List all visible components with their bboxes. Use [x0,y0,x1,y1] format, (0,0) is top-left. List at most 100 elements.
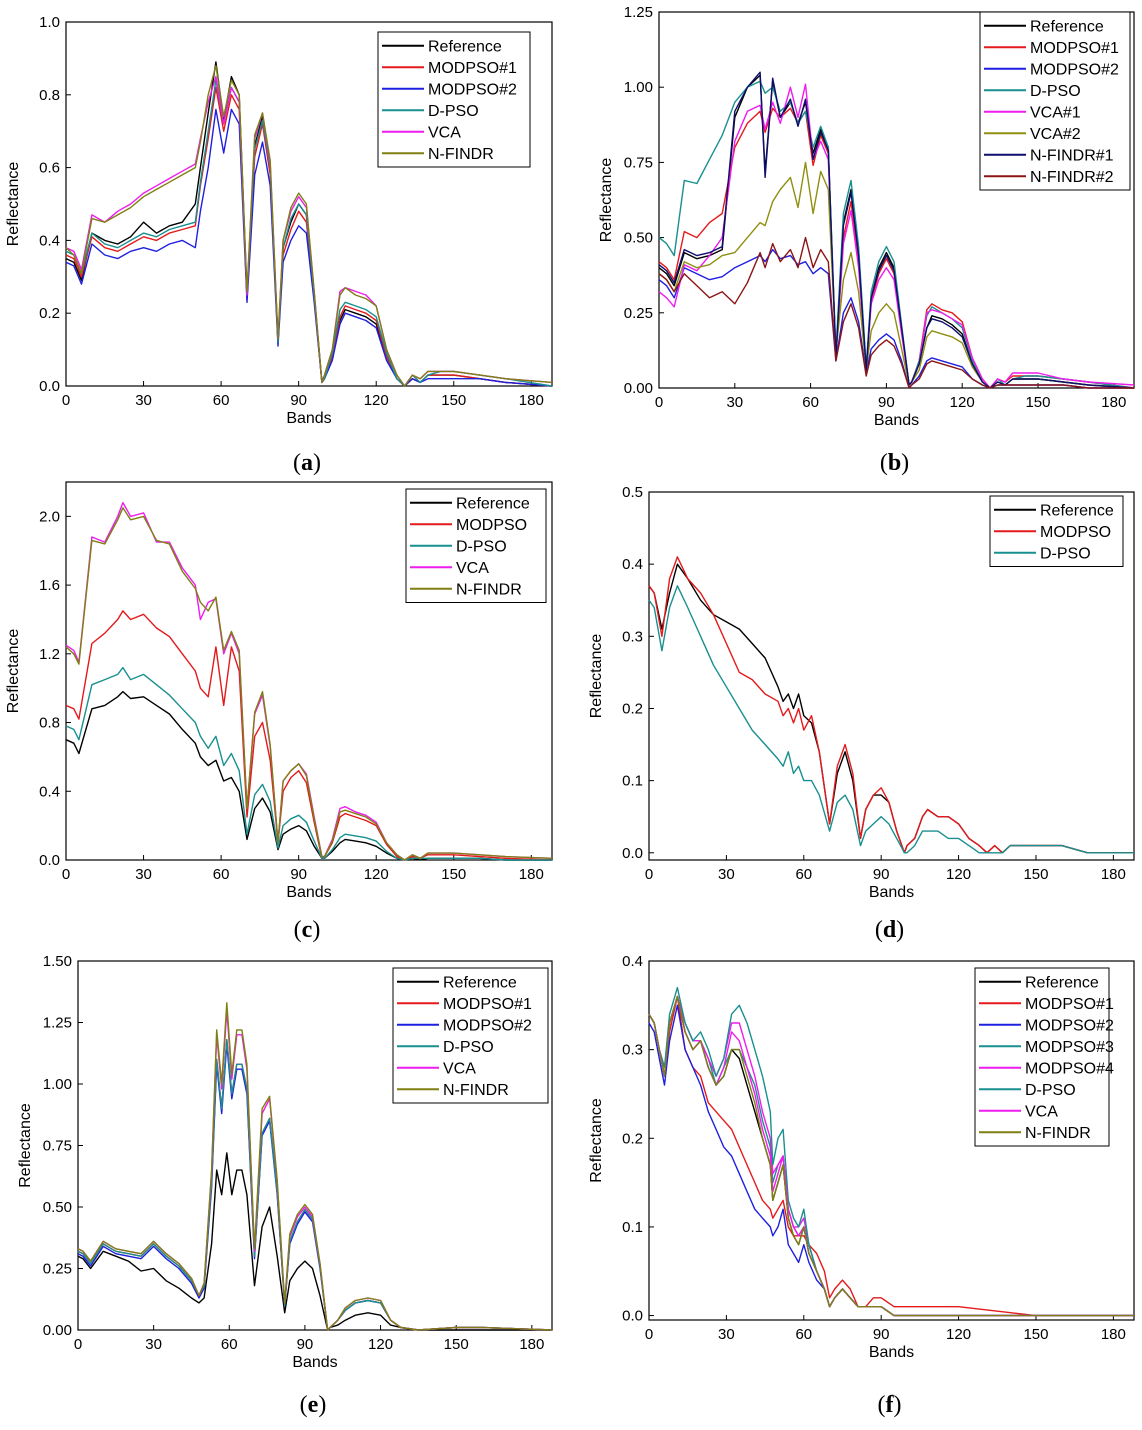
x-tick-label: 180 [519,866,544,883]
legend-label: D-PSO [456,538,507,555]
y-tick-label: 1.25 [43,1015,72,1032]
panel-letter: c [302,917,313,943]
y-axis-label: Reflectance [5,162,22,247]
plot-frame [658,11,1135,389]
y-tick-label: 0.0 [39,378,60,395]
legend: Reference MODPSO#1 MODPSO#2 D-PSO VCA N-FINDR [377,31,531,168]
x-tick-label: 120 [364,392,389,409]
legend-label: Reference [428,38,502,55]
legend-label: VCA [443,1060,476,1077]
x-tick-label: 60 [213,866,230,883]
plot-frame [65,481,553,861]
x-tick-label: 150 [441,866,466,883]
x-tick-label: 90 [290,866,307,883]
legend-label: MODPSO#1 [1025,996,1114,1013]
series-line-reference [65,690,552,861]
series-line-reference [77,1152,552,1331]
legend-label: N-FINDR [1025,1125,1091,1142]
x-tick-label: 150 [441,392,466,409]
y-tick-label: 0.3 [622,628,643,645]
x-tick-label: 30 [726,394,743,411]
x-tick-label: 180 [1101,866,1126,883]
legend-label: VCA [428,124,461,141]
x-tick-label: 60 [221,1336,238,1353]
legend-label: MODPSO [1040,524,1111,541]
panel-caption: (f) [878,1392,902,1418]
legend: Reference MODPSO D-PSO VCA N-FINDR [405,488,547,603]
y-tick-label: 0.4 [622,953,643,970]
legend-label: N-FINDR [428,146,494,163]
y-tick-label: 0.25 [43,1261,72,1278]
x-tick-label: 90 [873,866,890,883]
y-axis-label: Reflectance [598,158,615,243]
legend-label: MODPSO#2 [428,81,517,98]
x-tick-label: 120 [364,866,389,883]
x-tick-label: 150 [444,1336,469,1353]
series-line-n-findr-2 [658,236,1134,389]
x-tick-label: 60 [795,1326,812,1343]
legend-box [974,967,1110,1147]
chart-panel-b: 0 30 60 90 120 150 180 0.00 0.25 0.50 0.75 1.00 1.25… [598,4,1135,476]
x-tick-label: 0 [74,1336,82,1353]
legend-label: Reference [1025,974,1099,991]
y-tick-label: 1.6 [39,577,60,594]
y-tick-label: 0.5 [622,484,643,501]
chart-panel-d: 0 30 60 90 120 150 180 0.0 0.1 0.2 0.3 0.4 0.5 Bands R… [588,484,1135,943]
legend-label: D-PSO [1040,545,1091,562]
legend-box [979,11,1131,191]
panel-caption: (c) [294,917,321,943]
legend-label: Reference [443,974,517,991]
x-tick-label: 0 [62,392,70,409]
x-tick-label: 150 [1025,394,1050,411]
x-tick-label: 90 [297,1336,314,1353]
y-axis-label: Reflectance [17,1103,34,1188]
y-tick-label: 0.75 [624,154,653,171]
panel-letter: b [888,450,901,476]
legend: Reference MODPSO#1 MODPSO#2 D-PSO VCA N-FINDR [392,967,549,1104]
y-tick-label: 0.4 [622,556,643,573]
y-tick-label: 0.25 [624,305,653,322]
panel-caption: (a) [293,450,321,476]
legend-box [392,967,549,1104]
legend-label: Reference [1030,18,1104,35]
x-axis-label: Bands [286,410,331,427]
y-tick-label: 0.8 [39,715,60,732]
x-tick-label: 0 [62,866,70,883]
y-tick-label: 0.0 [622,845,643,862]
y-tick-label: 0.4 [39,783,60,800]
plot-frame [648,491,1135,861]
x-tick-label: 90 [878,394,895,411]
y-tick-label: 1.2 [39,646,60,663]
series-line-n-findr [65,507,553,861]
x-tick-label: 60 [802,394,819,411]
x-tick-label: 180 [1101,394,1126,411]
y-tick-label: 0.2 [39,305,60,322]
legend-label: MODPSO [456,517,527,534]
x-tick-label: 60 [213,392,230,409]
y-axis-label: Reflectance [588,1098,605,1183]
series-line-n-findr [77,1002,553,1331]
y-axis-label: Reflectance [5,629,22,714]
chart-panel-c: 0 30 60 90 120 150 180 0.0 0.4 0.8 1.2 1.6 2.0 Bands R… [5,481,553,943]
y-tick-label: 0.3 [622,1042,643,1059]
panel-caption: (d) [875,917,904,943]
series-line-n-findr [648,995,1134,1317]
x-tick-label: 180 [1101,1326,1126,1343]
y-tick-label: 0.6 [39,160,60,177]
legend: Reference MODPSO#1 MODPSO#2 D-PSO VCA#1 VCA#2… [979,11,1131,191]
x-axis-label: Bands [292,1354,337,1371]
legend-label: Reference [1040,502,1114,519]
x-tick-label: 90 [290,392,307,409]
x-tick-label: 0 [655,394,663,411]
series-line-d-pso [648,585,1134,854]
y-tick-label: 0.0 [39,852,60,869]
legend-label: N-FINDR#2 [1030,169,1114,186]
legend-label: N-FINDR [456,581,522,598]
y-tick-label: 0.1 [622,1219,643,1236]
y-tick-label: 1.00 [43,1076,72,1093]
panel-letter: e [308,1392,319,1418]
panel-caption: (e) [300,1392,327,1418]
y-tick-label: 2.0 [39,508,60,525]
legend-label: N-FINDR#1 [1030,147,1114,164]
